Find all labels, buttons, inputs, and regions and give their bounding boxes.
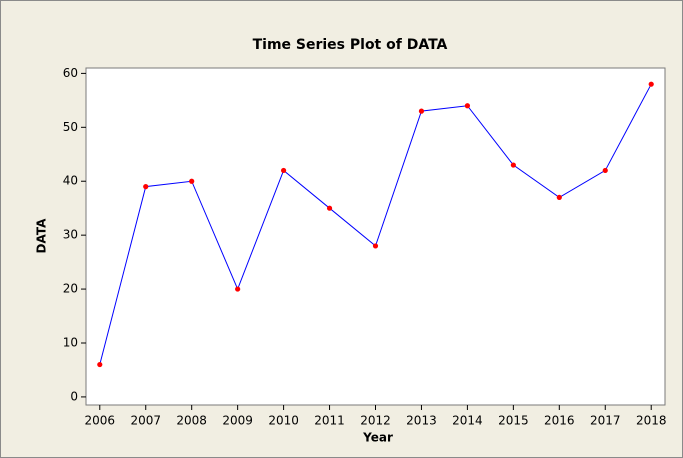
x-tick-label: 2018	[636, 414, 667, 428]
x-tick-label: 2013	[406, 414, 437, 428]
data-point	[418, 108, 425, 114]
y-tick-label: 0	[70, 389, 78, 403]
y-tick-label: 60	[63, 66, 78, 80]
x-tick-label: 2012	[360, 414, 391, 428]
y-axis-label: DATA	[35, 218, 49, 254]
data-point	[602, 167, 608, 174]
data-point	[556, 194, 562, 201]
x-axis-label: Year	[362, 431, 393, 445]
data-point	[143, 184, 149, 190]
x-tick-label: 2010	[268, 414, 299, 428]
x-tick-label: 2008	[176, 414, 207, 428]
data-point	[464, 103, 471, 109]
data-point	[648, 81, 654, 87]
data-point	[372, 243, 379, 249]
data-point	[189, 178, 195, 184]
data-point	[510, 162, 516, 168]
x-tick-label: 2006	[85, 414, 116, 428]
x-tick-label: 2014	[452, 414, 483, 428]
y-tick-label: 20	[63, 282, 78, 296]
y-tick-label: 40	[63, 174, 78, 188]
data-point	[97, 361, 103, 368]
data-point	[235, 286, 241, 292]
x-tick-label: 2015	[498, 414, 529, 428]
y-tick-label: 10	[63, 335, 78, 349]
plot-area	[85, 67, 666, 406]
x-tick-label: 2007	[130, 414, 161, 428]
x-tick-label: 2016	[544, 414, 575, 428]
y-tick-label: 30	[63, 228, 78, 242]
x-tick-label: 2009	[222, 414, 253, 428]
x-tick-label: 2017	[590, 414, 621, 428]
x-tick-label: 2011	[314, 414, 345, 428]
data-point	[326, 205, 333, 211]
chart-title: Time Series Plot of DATA	[253, 37, 448, 53]
y-tick-label: 50	[63, 120, 78, 134]
data-point	[280, 167, 287, 174]
